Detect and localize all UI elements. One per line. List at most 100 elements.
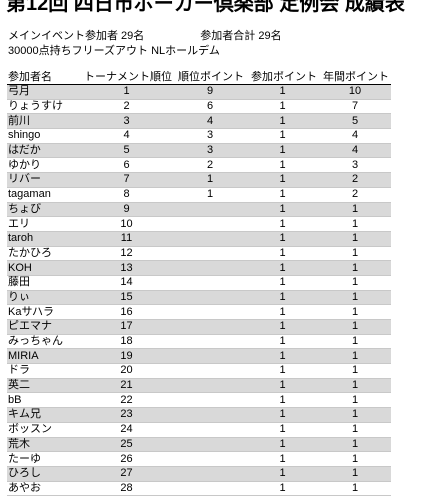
table-row: たーゆ 26 1 1 (7, 451, 391, 467)
table-row: MIRIA 19 1 1 (7, 348, 391, 365)
header-annual-points: 年間ポイント (319, 71, 391, 85)
annual-points-cell: 1 (319, 319, 391, 335)
annual-points-cell: 1 (319, 202, 391, 218)
participant-name-cell: ドラ (7, 363, 79, 379)
participation-points-cell: 1 (246, 392, 319, 409)
participant-name-cell: 前川 (7, 113, 79, 130)
annual-points-cell: 1 (319, 290, 391, 306)
table-row: taroh 11 1 1 (7, 231, 391, 247)
rank-points-cell (174, 216, 246, 232)
tournament-rank-cell: 16 (79, 304, 174, 320)
header-tournament-rank: トーナメント順位 (79, 71, 174, 85)
participant-name-cell: たーゆ (7, 451, 79, 467)
tournament-rank-cell: 2 (79, 99, 174, 115)
rank-points-cell (174, 451, 246, 467)
participation-points-cell: 1 (246, 172, 319, 188)
annual-points-cell: 4 (319, 143, 391, 159)
document-title: 第12回 四日市ポーカー倶楽部 定例会 成績表 (6, 0, 405, 15)
tournament-rank-cell: 27 (79, 466, 174, 482)
rank-points-cell (174, 378, 246, 394)
rank-points-cell: 3 (174, 128, 246, 144)
annual-points-cell: 1 (319, 348, 391, 365)
participant-name-cell: あやお (7, 481, 79, 497)
annual-points-cell: 1 (319, 304, 391, 320)
tournament-rank-cell: 26 (79, 451, 174, 467)
table-row: tagaman 8 1 1 2 (7, 187, 391, 203)
table-row: りぃ 15 1 1 (7, 290, 391, 306)
annual-points-cell: 1 (319, 334, 391, 350)
participant-name-cell: bB (7, 392, 79, 409)
table-row: Kaサハラ 16 1 1 (7, 304, 391, 320)
participation-points-cell: 1 (246, 378, 319, 394)
tournament-rank-cell: 18 (79, 334, 174, 350)
participation-points-cell: 1 (246, 437, 319, 453)
participant-name-cell: リバー (7, 172, 79, 188)
table-row: リバー 7 1 1 2 (7, 172, 391, 188)
participant-name-cell: 英二 (7, 378, 79, 394)
annual-points-cell: 1 (319, 246, 391, 262)
tournament-rank-cell: 14 (79, 275, 174, 291)
annual-points-cell: 4 (319, 128, 391, 144)
annual-points-cell: 1 (319, 231, 391, 247)
annual-points-cell: 1 (319, 422, 391, 438)
table-row: 弓月 1 9 1 10 (7, 84, 391, 100)
participation-points-cell: 1 (246, 260, 319, 276)
table-row: はだか 5 3 1 4 (7, 143, 391, 159)
annual-points-cell: 1 (319, 451, 391, 467)
annual-points-cell: 1 (319, 392, 391, 409)
participation-points-cell: 1 (246, 304, 319, 320)
participation-points-cell: 1 (246, 187, 319, 203)
rank-points-cell (174, 275, 246, 291)
annual-points-cell: 2 (319, 172, 391, 188)
annual-points-cell: 1 (319, 260, 391, 276)
participant-name-cell: MIRIA (7, 348, 79, 365)
participant-name-cell: たかひろ (7, 246, 79, 262)
rank-points-cell (174, 422, 246, 438)
participation-points-cell: 1 (246, 363, 319, 379)
rank-points-cell (174, 304, 246, 320)
participant-name-cell: キム兄 (7, 407, 79, 423)
participation-points-cell: 1 (246, 84, 319, 100)
participant-name-cell: 弓月 (7, 84, 79, 100)
annual-points-cell: 5 (319, 113, 391, 130)
table-row: shingo 4 3 1 4 (7, 128, 391, 144)
participation-points-cell: 1 (246, 290, 319, 306)
tournament-rank-cell: 5 (79, 143, 174, 159)
table-row: ひろし 27 1 1 (7, 466, 391, 482)
rank-points-cell (174, 231, 246, 247)
participation-points-cell: 1 (246, 246, 319, 262)
participation-points-cell: 1 (246, 275, 319, 291)
header-participant-name: 参加者名 (7, 71, 79, 85)
tournament-rank-cell: 28 (79, 481, 174, 497)
rank-points-cell: 4 (174, 113, 246, 130)
participant-summary: メインイベント参加者 29名 参加者合計 29名 (8, 27, 282, 43)
participant-name-cell: 藤田 (7, 275, 79, 291)
tournament-rank-cell: 20 (79, 363, 174, 379)
participation-points-cell: 1 (246, 334, 319, 350)
tournament-rank-cell: 3 (79, 113, 174, 130)
rank-points-cell (174, 334, 246, 350)
participation-points-cell: 1 (246, 113, 319, 130)
participant-name-cell: りぃ (7, 290, 79, 306)
annual-points-cell: 10 (319, 84, 391, 100)
participation-points-cell: 1 (246, 422, 319, 438)
annual-points-cell: 1 (319, 407, 391, 423)
table-row: bB 22 1 1 (7, 392, 391, 409)
header-rank-points: 順位ポイント (174, 71, 246, 85)
participant-name-cell: ピエマナ (7, 319, 79, 335)
table-row: 藤田 14 1 1 (7, 275, 391, 291)
rank-points-cell: 9 (174, 84, 246, 100)
annual-points-cell: 7 (319, 99, 391, 115)
table-row: 英二 21 1 1 (7, 378, 391, 394)
tournament-rank-cell: 6 (79, 157, 174, 174)
rank-points-cell (174, 246, 246, 262)
rank-points-cell (174, 290, 246, 306)
annual-points-cell: 1 (319, 216, 391, 232)
rank-points-cell (174, 348, 246, 365)
rank-points-cell (174, 481, 246, 497)
participation-points-cell: 1 (246, 348, 319, 365)
participant-name-cell: ゆかり (7, 157, 79, 174)
table-row: たかひろ 12 1 1 (7, 246, 391, 262)
tournament-rank-cell: 21 (79, 378, 174, 394)
tournament-rank-cell: 24 (79, 422, 174, 438)
